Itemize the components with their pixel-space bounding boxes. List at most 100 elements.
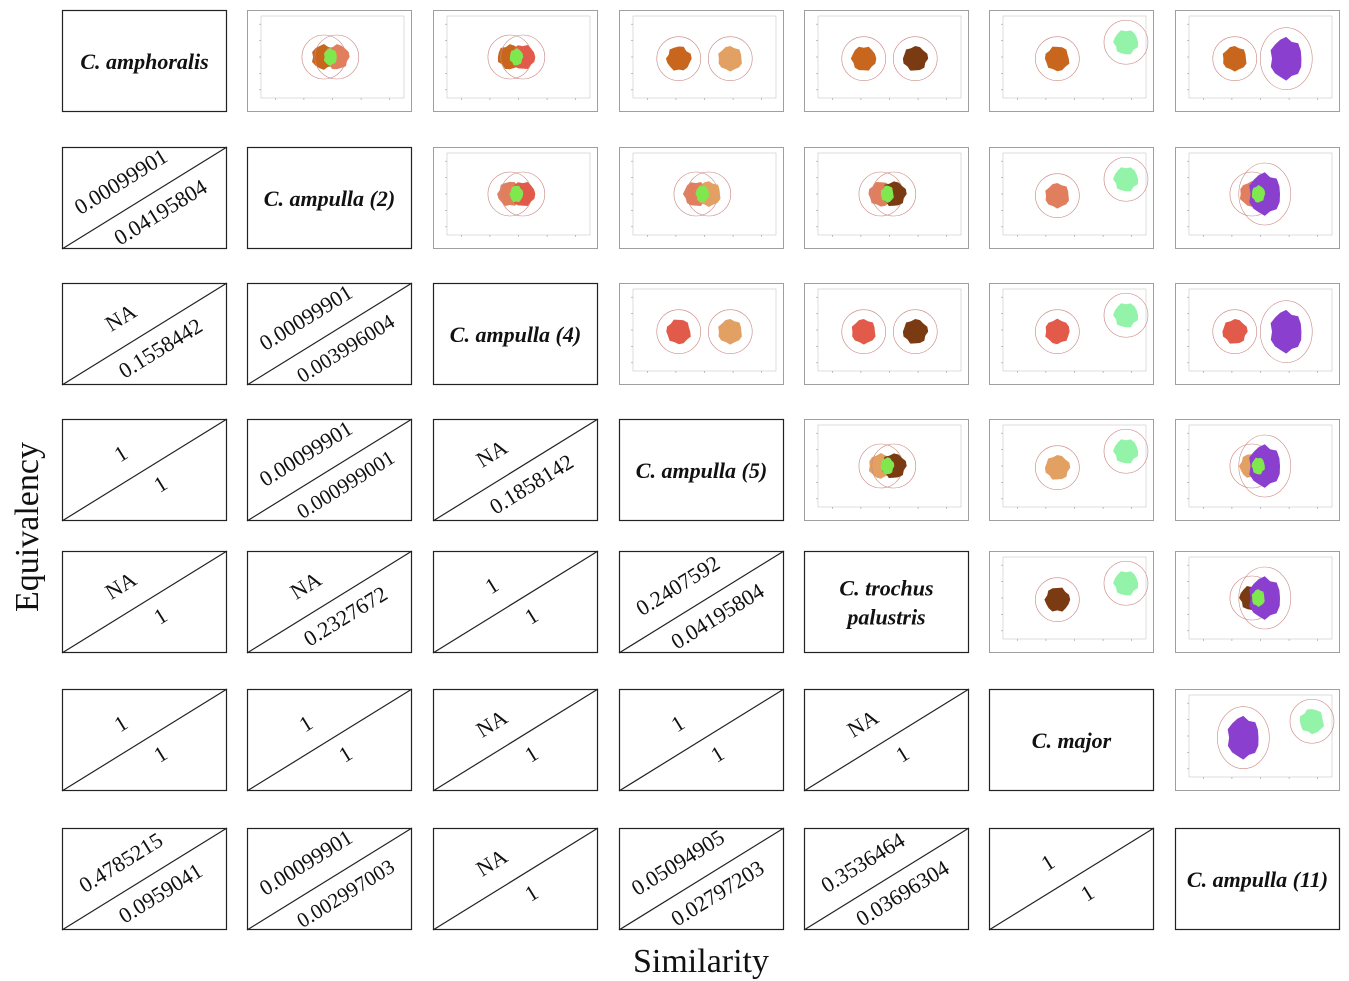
kernel-contour	[1238, 566, 1292, 630]
niche-overlap-plot	[989, 551, 1154, 653]
plot-frame	[989, 283, 1154, 385]
kernel-contour	[1212, 309, 1258, 354]
niche-overlap-plot	[804, 147, 969, 249]
kernel-contour	[686, 171, 732, 217]
species-box-c-ampulla-4: C. ampulla (4)	[432, 282, 599, 386]
species-niche-blob	[666, 319, 691, 345]
overlap-region	[1251, 185, 1266, 203]
kernel-contour	[500, 171, 546, 217]
plot-frame	[989, 10, 1154, 112]
overlap-region	[509, 185, 524, 203]
x-axis-label: Similarity	[633, 943, 769, 980]
niche-overlap-plot	[1175, 551, 1340, 653]
species-box-frame	[1174, 827, 1341, 931]
niche-overlap-plot	[1175, 419, 1340, 521]
kernel-contour	[707, 36, 753, 81]
species-name: C. trochus	[839, 576, 933, 601]
species-box-c-trochus-palustris: C. trochus palustris	[803, 550, 970, 654]
species-niche-blob	[665, 46, 692, 71]
kernel-contour	[1259, 300, 1313, 363]
kernel-contour	[871, 171, 917, 217]
species-name: C. ampulla (5)	[636, 458, 767, 483]
value-box: NA1	[61, 550, 228, 654]
value-box-divider	[61, 418, 228, 522]
kernel-contour	[1103, 560, 1149, 606]
niche-overlap-plot	[1175, 147, 1340, 249]
value-box-divider	[618, 688, 785, 792]
niche-overlap-plot	[804, 419, 969, 521]
kernel-contour	[656, 309, 702, 354]
species-niche-blob	[1045, 318, 1070, 345]
plot-frame	[804, 10, 969, 112]
value-box-divider	[618, 550, 785, 654]
kernel-contour	[1103, 292, 1149, 338]
value-box: 11	[988, 827, 1155, 931]
kernel-contour	[892, 36, 938, 81]
species-niche-blob	[1249, 576, 1280, 620]
species-box-frame	[803, 550, 970, 654]
species-niche-blob	[1113, 303, 1139, 328]
species-box-c-ampulla-5: C. ampulla (5)	[618, 418, 785, 522]
kernel-contour	[1289, 698, 1335, 744]
value-box-divider	[61, 146, 228, 250]
value-box: 11	[618, 688, 785, 792]
niche-overlap-plot	[804, 283, 969, 385]
value-box-divider	[803, 827, 970, 931]
value-box-divider	[988, 827, 1155, 931]
value-box-divider	[432, 827, 599, 931]
value-box-divider	[246, 688, 413, 792]
kernel-contour	[841, 309, 887, 354]
value-box: 11	[246, 688, 413, 792]
species-name: C. amphoralis	[80, 49, 208, 74]
species-niche-blob	[1113, 571, 1139, 596]
kernel-contour	[314, 34, 360, 80]
species-box-frame	[988, 688, 1155, 792]
plot-frame	[804, 283, 969, 385]
value-box-divider	[246, 550, 413, 654]
overlap-region	[1251, 589, 1265, 607]
value-box: NA0.2327672	[246, 550, 413, 654]
niche-overlap-plot	[619, 10, 784, 112]
kernel-contour	[1035, 173, 1080, 218]
kernel-contour	[656, 36, 702, 81]
niche-overlap-plot	[433, 10, 598, 112]
species-box-frame	[61, 9, 228, 113]
niche-overlap-plot	[1175, 10, 1340, 112]
species-niche-blob	[1299, 709, 1324, 735]
value-box: 11	[432, 550, 599, 654]
kernel-contour	[1103, 156, 1149, 202]
value-box-divider	[618, 827, 785, 931]
value-box-divider	[432, 550, 599, 654]
species-niche-blob	[1113, 30, 1139, 55]
plot-frame	[989, 551, 1154, 653]
overlap-region	[880, 457, 895, 475]
species-name: C. ampulla (4)	[450, 322, 581, 347]
overlap-region	[509, 48, 524, 66]
species-niche-blob	[1113, 439, 1139, 464]
value-box: NA1	[803, 688, 970, 792]
species-niche-blob	[1113, 167, 1139, 192]
value-box-divider	[61, 827, 228, 931]
niche-overlap-plot	[619, 147, 784, 249]
species-niche-blob	[902, 46, 929, 71]
species-box-c-ampulla-2: C. ampulla (2)	[246, 146, 413, 250]
species-niche-blob	[1044, 46, 1070, 72]
value-box-divider	[432, 688, 599, 792]
species-niche-blob	[1222, 46, 1247, 72]
value-box: 11	[61, 688, 228, 792]
species-box-frame	[618, 418, 785, 522]
value-box-divider	[61, 550, 228, 654]
value-box: 11	[61, 418, 228, 522]
y-axis-label: Equivalency	[9, 442, 46, 612]
plot-frame	[1175, 283, 1340, 385]
niche-overlap-plot	[989, 283, 1154, 385]
niche-overlap-plot	[989, 147, 1154, 249]
niche-overlap-plot	[989, 419, 1154, 521]
species-niche-blob	[718, 46, 742, 72]
species-name: C. major	[1032, 728, 1112, 753]
value-box: NA0.1858142	[432, 418, 599, 522]
